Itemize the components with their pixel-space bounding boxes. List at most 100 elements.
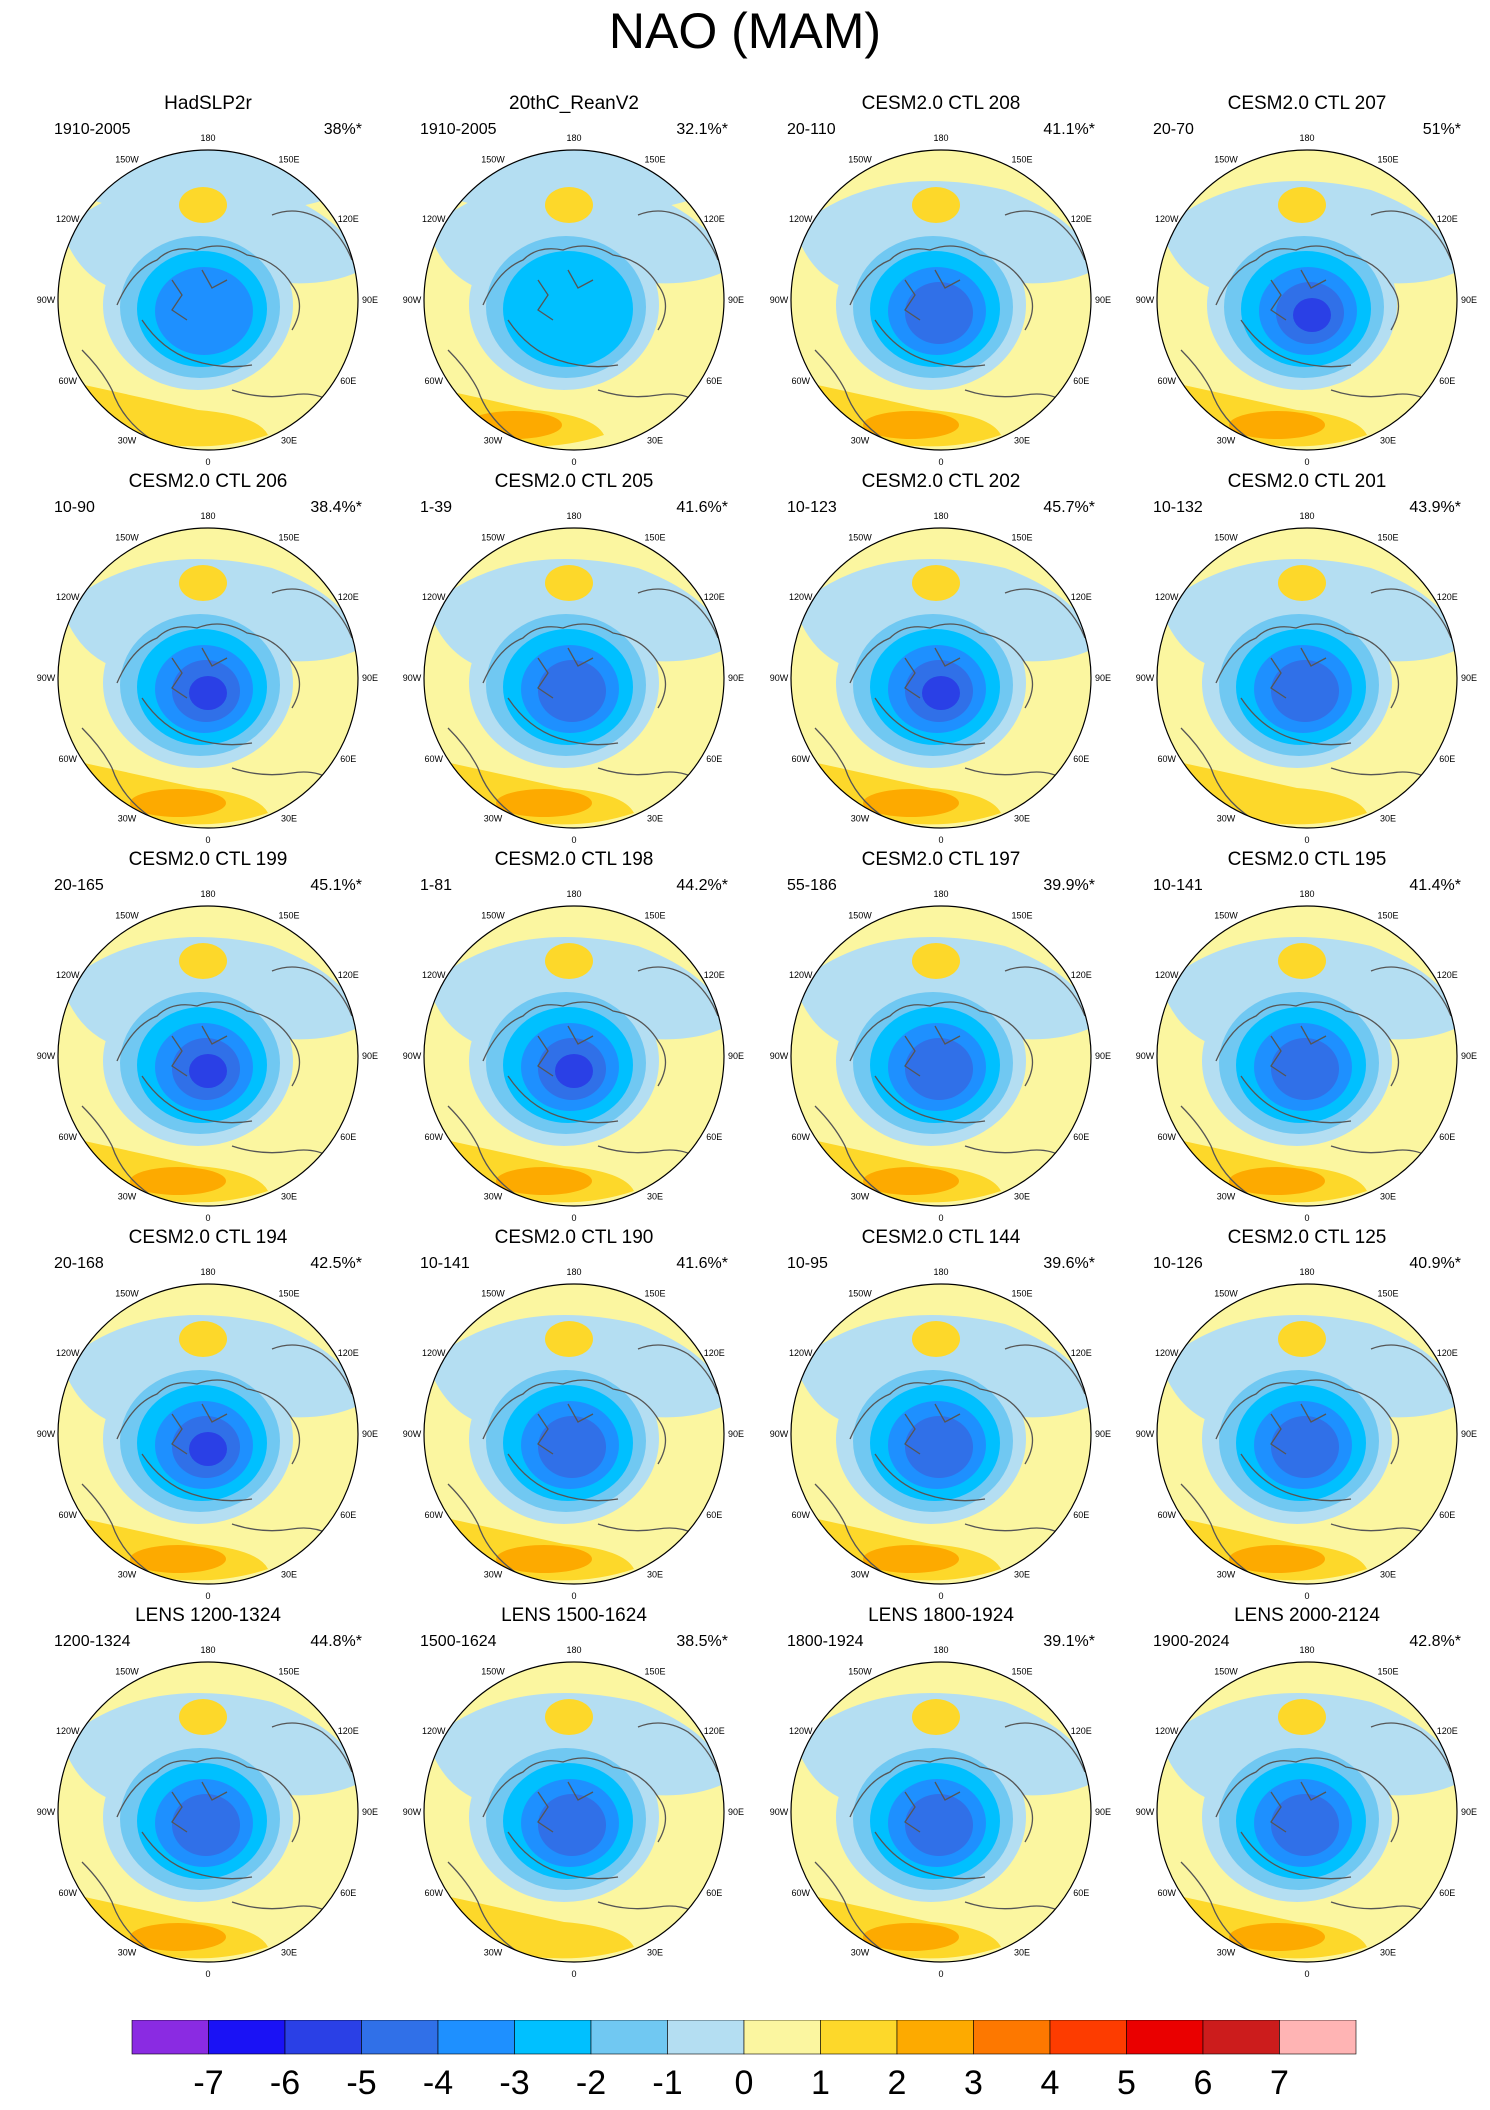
longitude-label: 120E [704, 1348, 725, 1358]
arctic-low-contour [189, 676, 227, 710]
panel-years: 10-141 [1153, 877, 1203, 894]
pacific-high [912, 1699, 960, 1735]
arctic-low-contour [538, 1416, 606, 1478]
longitude-label: 0 [571, 1591, 576, 1601]
colorbar-tick-label: -7 [193, 2064, 223, 2102]
polar-map: 180 150E 120E 90E 60E 30E 0 30W 60W 90W 120W 150W [1136, 1267, 1477, 1601]
longitude-label: 150E [278, 1289, 299, 1299]
atlantic-high-core [130, 1545, 226, 1573]
longitude-label: 150W [848, 533, 872, 543]
panel-title: LENS 2000-2124 [1234, 1605, 1380, 1626]
longitude-label: 150W [1214, 1667, 1238, 1677]
longitude-label: 180 [1299, 1645, 1314, 1655]
longitude-label: 90W [770, 295, 789, 305]
longitude-label: 180 [200, 889, 215, 899]
panel-variance: 45.7%* [1043, 499, 1095, 516]
longitude-label: 150E [1011, 1289, 1032, 1299]
longitude-label: 30E [281, 1947, 297, 1957]
longitude-label: 120E [704, 214, 725, 224]
map-panel: CESM2.0 CTL 198 1-81 44.2%* 180 150E 120E 90E 6… [388, 848, 760, 1230]
longitude-label: 0 [571, 835, 576, 845]
arctic-low-contour [905, 1416, 973, 1478]
longitude-label: 30E [647, 1191, 663, 1201]
panel-variance: 51%* [1422, 121, 1461, 138]
arctic-low-contour [555, 1054, 593, 1088]
longitude-label: 180 [933, 1645, 948, 1655]
panel-years: 1900-2024 [1153, 1633, 1230, 1650]
longitude-label: 90E [1095, 295, 1111, 305]
longitude-label: 60E [1439, 1510, 1455, 1520]
map-panel: LENS 1200-1324 1200-1324 44.8%* 180 150E 120E… [22, 1604, 394, 1986]
longitude-label: 90E [362, 295, 378, 305]
longitude-label: 30E [1014, 1191, 1030, 1201]
longitude-label: 120W [1155, 1348, 1179, 1358]
map-boundary [423, 149, 725, 451]
longitude-label: 60E [1439, 1132, 1455, 1142]
longitude-label: 180 [933, 511, 948, 521]
longitude-label: 30E [1380, 1947, 1396, 1957]
longitude-label: 150E [278, 1667, 299, 1677]
longitude-label: 180 [566, 889, 581, 899]
coastline [814, 1344, 1086, 1575]
map-panel: CESM2.0 CTL 195 10-141 41.4%* 180 150E 120E 90… [1121, 848, 1490, 1230]
longitude-label: 180 [200, 1645, 215, 1655]
panel-variance: 40.9%* [1409, 1255, 1461, 1272]
arctic-low-contour [905, 1794, 973, 1856]
coastline [1180, 966, 1452, 1197]
longitude-label: 30W [118, 1947, 137, 1957]
longitude-label: 60E [706, 1132, 722, 1142]
coastline [1180, 210, 1452, 441]
longitude-label: 30W [484, 1947, 503, 1957]
longitude-label: 120E [704, 970, 725, 980]
longitude-label: 120E [1437, 592, 1458, 602]
colorbar-tick-label: 3 [964, 2064, 983, 2102]
map-panel: CESM2.0 CTL 202 10-123 45.7%* 180 150E 120E 90… [755, 470, 1127, 852]
longitude-label: 90E [1095, 1429, 1111, 1439]
map-panel: CESM2.0 CTL 199 20-165 45.1%* 180 150E 120E 90… [22, 848, 394, 1230]
longitude-label: 120W [422, 1726, 446, 1736]
map-boundary [57, 1661, 359, 1963]
colorbar-tick-label: -5 [346, 2064, 376, 2102]
panel-years: 20-70 [1153, 121, 1194, 138]
longitude-label: 90E [1461, 1429, 1477, 1439]
panel-title: LENS 1500-1624 [501, 1605, 647, 1626]
coastline [1180, 588, 1452, 819]
polar-map: 180 150E 120E 90E 60E 30E 0 30W 60W 90W 120W 150W [37, 511, 378, 845]
longitude-label: 120W [56, 1348, 80, 1358]
map-panel: CESM2.0 CTL 206 10-90 38.4%* 180 150E 120E 90E… [22, 470, 394, 852]
pacific-high [912, 943, 960, 979]
longitude-label: 150W [1214, 533, 1238, 543]
colorbar-swatch [590, 2020, 668, 2055]
map-boundary [57, 1283, 359, 1585]
longitude-label: 120W [56, 1726, 80, 1736]
panel-years: 10-123 [787, 499, 837, 516]
longitude-label: 120W [422, 970, 446, 980]
coastline [447, 210, 719, 441]
longitude-label: 150W [848, 155, 872, 165]
polar-map: 180 150E 120E 90E 60E 30E 0 30W 60W 90W 120W 150W [37, 133, 378, 467]
map-boundary [57, 905, 359, 1207]
colorbar-tick-label: -6 [270, 2064, 300, 2102]
panel-variance: 39.1%* [1043, 1633, 1095, 1650]
colorbar-tick-label: 5 [1117, 2064, 1136, 2102]
longitude-label: 90E [728, 1051, 744, 1061]
coastline [814, 1722, 1086, 1953]
colorbar-swatch [973, 2020, 1051, 2055]
longitude-label: 120E [1437, 1726, 1458, 1736]
longitude-label: 0 [205, 457, 210, 467]
atlantic-high [1157, 753, 1367, 825]
longitude-label: 90E [362, 673, 378, 683]
colorbar-swatch [1126, 2020, 1204, 2055]
pacific-high [912, 1321, 960, 1357]
longitude-label: 60W [58, 754, 77, 764]
longitude-label: 150E [644, 1667, 665, 1677]
map-boundary [1156, 905, 1458, 1207]
longitude-label: 0 [938, 1213, 943, 1223]
longitude-label: 30W [851, 1191, 870, 1201]
panel-title: LENS 1200-1324 [135, 1605, 281, 1626]
polar-map: 180 150E 120E 90E 60E 30E 0 30W 60W 90W 120W 150W [37, 889, 378, 1223]
map-panel: HadSLP2r 1910-2005 38%* 180 150E 120E 90E 60E 30… [22, 92, 394, 474]
map-panel: CESM2.0 CTL 208 20-110 41.1%* 180 150E 120E 90… [755, 92, 1127, 474]
longitude-label: 90W [37, 295, 56, 305]
longitude-label: 180 [566, 511, 581, 521]
